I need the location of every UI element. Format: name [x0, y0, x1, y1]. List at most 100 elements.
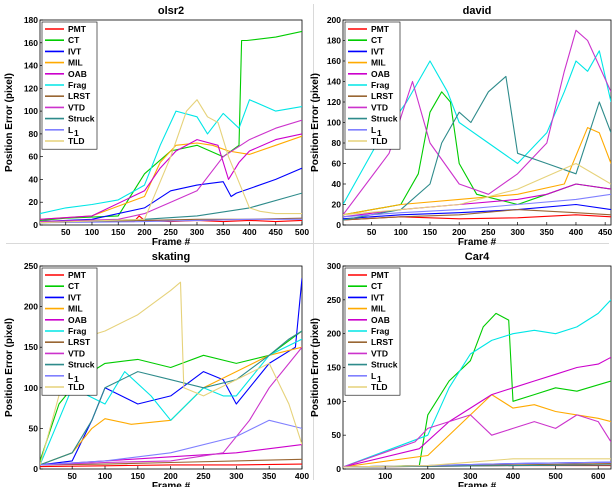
y-tick-label: 160 [24, 38, 38, 48]
series-line-mil [40, 346, 302, 466]
y-tick-label: 140 [24, 61, 38, 71]
legend-label-frag: Frag [68, 80, 86, 90]
x-tick-label: 250 [164, 227, 178, 237]
legend-label-tld: TLD [371, 136, 388, 146]
chart-car4: Car4 100 200 300 400 500 600 0 50 100 150 200 250 300… [310, 251, 612, 487]
x-axis-label: Frame # [458, 481, 497, 487]
y-tick-label: 100 [24, 383, 38, 393]
x-tick-label: 100 [378, 471, 392, 481]
y-tick-label: 80 [332, 138, 342, 148]
legend-label-pmt: PMT [371, 270, 390, 280]
panel-divider-vertical [313, 4, 314, 480]
x-tick-label: 200 [421, 471, 435, 481]
y-tick-label: 0 [336, 464, 341, 474]
series-line-vtd [40, 119, 302, 223]
series-line-tld [343, 458, 611, 468]
x-tick-label: 250 [196, 471, 210, 481]
x-tick-label: 50 [61, 227, 71, 237]
legend-label-pmt: PMT [68, 270, 87, 280]
series-line-mil [343, 394, 611, 468]
x-tick-label: 350 [540, 227, 554, 237]
y-tick-label: 250 [24, 261, 38, 271]
legend-label-ct: CT [371, 35, 383, 45]
panel-divider-horizontal [6, 243, 609, 244]
y-tick-label: 0 [33, 220, 38, 230]
x-tick-label: 400 [569, 227, 583, 237]
x-tick-label: 100 [85, 227, 99, 237]
x-tick-label: 100 [98, 471, 112, 481]
series-line-struck [40, 330, 302, 466]
series-line-tld [343, 162, 611, 216]
y-tick-label: 150 [24, 342, 38, 352]
y-tick-label: 40 [29, 174, 39, 184]
chart-title-skating: skating [152, 251, 191, 263]
legend-label-l1: L [68, 371, 73, 381]
legend-label-lrst: LRST [68, 337, 91, 347]
series-line-tld [40, 99, 302, 224]
y-tick-label: 160 [327, 56, 341, 66]
series-line-l1 [40, 419, 302, 466]
y-tick-label: 250 [327, 295, 341, 305]
series-line-mil [40, 135, 302, 220]
legend-label-vtd: VTD [68, 102, 85, 112]
y-axis-label: Position Error (pixel) [310, 73, 321, 172]
legend-label-tld: TLD [371, 382, 388, 392]
x-axis-label: Frame # [458, 237, 497, 248]
y-tick-label: 100 [24, 106, 38, 116]
series-line-lrst [343, 209, 611, 221]
y-tick-label: 150 [327, 363, 341, 373]
y-tick-label: 40 [332, 179, 342, 189]
x-tick-label: 150 [131, 471, 145, 481]
legend-label-vtd: VTD [68, 348, 85, 358]
series-line-oab [343, 356, 611, 468]
y-tick-label: 300 [327, 261, 341, 271]
legend-label-ivt: IVT [371, 46, 385, 56]
series-line-ivt [40, 167, 302, 223]
x-tick-label: 350 [262, 471, 276, 481]
x-tick-label: 300 [463, 471, 477, 481]
y-tick-label: 80 [29, 129, 39, 139]
legend-label-ivt: IVT [68, 292, 82, 302]
legend-label-tld: TLD [68, 382, 85, 392]
series-line-vtd [343, 414, 611, 468]
y-tick-label: 120 [327, 97, 341, 107]
series-line-vtd [40, 346, 302, 466]
series-group [343, 29, 611, 221]
legend-label-pmt: PMT [68, 24, 87, 34]
x-tick-label: 50 [367, 227, 377, 237]
legend-label-struck: Struck [68, 114, 95, 124]
x-tick-label: 100 [394, 227, 408, 237]
legend-label-struck: Struck [68, 360, 95, 370]
legend-label-oab: OAB [371, 69, 390, 79]
y-tick-label: 140 [327, 77, 341, 87]
y-tick-label: 20 [29, 197, 39, 207]
series-line-ivt [343, 203, 611, 220]
legend-label-frag: Frag [371, 80, 389, 90]
chart-title-olsr2: olsr2 [158, 5, 184, 17]
y-tick-label: 20 [332, 200, 342, 210]
x-tick-label: 450 [269, 227, 283, 237]
series-line-ct [343, 312, 611, 468]
y-tick-label: 180 [327, 36, 341, 46]
legend-label-l1: L [68, 125, 73, 135]
y-tick-label: 60 [332, 159, 342, 169]
series-line-pmt [40, 463, 302, 468]
y-tick-label: 50 [29, 423, 39, 433]
y-axis-label: Position Error (pixel) [4, 318, 15, 417]
legend-label-ivt: IVT [68, 46, 82, 56]
series-line-struck [343, 75, 611, 221]
legend-label-lrst: LRST [68, 91, 91, 101]
legend-label-oab: OAB [371, 315, 390, 325]
x-tick-label: 50 [67, 471, 77, 481]
x-tick-label: 400 [242, 227, 256, 237]
y-tick-label: 0 [33, 464, 38, 474]
x-axis-label: Frame # [152, 237, 191, 248]
x-tick-label: 300 [229, 471, 243, 481]
legend-label-mil: MIL [68, 304, 83, 314]
x-tick-label: 400 [506, 471, 520, 481]
legend-label-oab: OAB [68, 315, 87, 325]
legend-label-l1-subscript: 1 [377, 128, 382, 138]
